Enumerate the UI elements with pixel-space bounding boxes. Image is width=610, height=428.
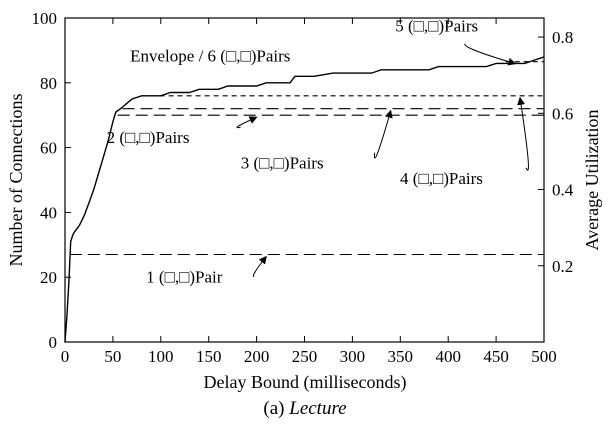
caption-name: Lecture: [288, 398, 346, 419]
x-tick-label: 250: [292, 347, 318, 366]
y-tick-label: 0: [49, 333, 58, 352]
x-tick-label: 350: [388, 347, 414, 366]
y2-tick-label: 0.2: [552, 257, 573, 276]
y-tick-label: 80: [40, 74, 57, 93]
x-tick-label: 50: [104, 347, 121, 366]
x-tick-label: 500: [531, 347, 557, 366]
y-tick-label: 100: [32, 9, 58, 28]
annotation-arrow: [517, 96, 529, 171]
y-tick-label: 60: [40, 139, 57, 158]
y2-tick-label: 0.8: [552, 28, 573, 47]
x-tick-label: 300: [340, 347, 366, 366]
annotation-label: 5 (□,□)Pairs: [395, 17, 478, 36]
annotation-label: 3 (□,□)Pairs: [241, 154, 324, 173]
annotation-arrow: [464, 43, 517, 66]
annotation-label: 2 (□,□)Pairs: [107, 128, 190, 147]
y2-axis-label: Average Utilization: [582, 109, 602, 250]
y-axis-label: Number of Connections: [6, 94, 26, 267]
x-axis-label: Delay Bound (milliseconds): [204, 372, 407, 393]
y2-tick-label: 0.6: [552, 104, 573, 123]
annotation-label: 4 (□,□)Pairs: [400, 169, 483, 188]
chart-caption: (a) Lecture: [263, 398, 346, 419]
x-tick-label: 200: [244, 347, 270, 366]
y-tick-label: 20: [40, 268, 57, 287]
caption-prefix: (a): [263, 398, 289, 419]
x-tick-label: 150: [196, 347, 222, 366]
y-tick-label: 40: [40, 203, 57, 222]
series-line-1: [64, 56, 545, 343]
axis-ticks: 0 50 100 150 200 250 300 350 400 450 500 0 20 40 60 80 1…: [32, 9, 574, 366]
annotation-layer: Envelope / 6 (□,□)Pairs 5 (□,□)Pairs 2 (□,…: [107, 17, 529, 287]
x-tick-label: 100: [148, 347, 174, 366]
annotation-arrow: [236, 116, 258, 129]
x-tick-label: 450: [483, 347, 509, 366]
x-tick-label: 400: [435, 347, 461, 366]
annotation-arrow: [374, 109, 393, 159]
y2-tick-label: 0.4: [552, 181, 574, 200]
annotation-label: Envelope / 6 (□,□)Pairs: [130, 47, 290, 66]
series-layer: [64, 56, 545, 343]
annotation-label: 1 (□,□)Pair: [146, 268, 223, 287]
x-tick-label: 0: [61, 347, 70, 366]
annotation-arrow: [252, 255, 267, 277]
